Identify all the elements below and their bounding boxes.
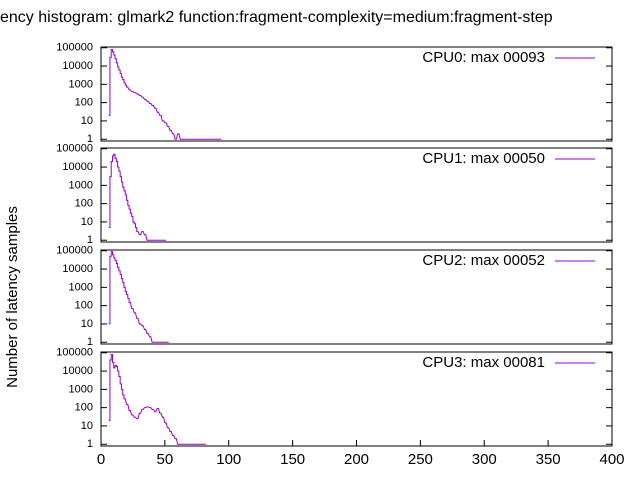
x-tick-label: 250 [408,451,433,468]
legend-label: CPU0: max 00093 [422,49,545,66]
y-tick-label: 100 [75,97,93,109]
x-tick-label: 100 [216,451,241,468]
y-tick-label: 10000 [62,365,93,377]
y-tick-label: 1 [87,336,93,348]
legend-label: CPU1: max 00050 [422,150,545,167]
y-tick-label: 100000 [56,245,93,257]
y-tick-label: 1000 [69,281,93,293]
x-tick-label: 150 [280,451,305,468]
x-tick-label: 200 [344,451,369,468]
plot-frame [100,46,613,142]
x-tick-label: 350 [536,451,561,468]
y-tick-label: 1000 [69,78,93,90]
x-tick-label: 50 [157,451,174,468]
chart-title: ency histogram: glmark2 function:fragmen… [0,9,553,26]
y-tick-label: 10 [81,216,93,228]
y-tick-label: 100 [75,198,93,210]
y-tick-label: 10 [81,318,93,330]
y-tick-label: 100000 [56,143,93,155]
y-tick-label: 100 [75,300,93,312]
y-tick-label: 1 [87,438,93,450]
histogram-line [108,251,169,343]
legend-label: CPU2: max 00052 [422,252,545,269]
y-tick-label: 100000 [56,42,93,54]
histogram-line [108,49,222,140]
y-tick-label: 1000 [69,179,93,191]
legend-label: CPU3: max 00081 [422,354,545,371]
y-tick-label: 1 [87,234,93,246]
plot-frame [100,249,613,345]
y-tick-label: 100 [75,402,93,414]
x-tick-label: 0 [97,451,105,468]
plot-frame [100,147,613,243]
histogram-line [108,354,206,445]
y-axis-label: Number of latency samples [4,206,21,388]
y-tick-label: 100000 [56,347,93,359]
y-tick-label: 10 [81,420,93,432]
y-tick-label: 10000 [62,161,93,173]
y-tick-label: 10000 [62,60,93,72]
y-tick-label: 10 [81,115,93,127]
histogram-line [108,153,167,241]
y-tick-label: 10000 [62,263,93,275]
y-tick-label: 1000 [69,383,93,395]
x-tick-label: 300 [472,451,497,468]
x-tick-label: 400 [599,451,624,468]
y-tick-label: 1 [87,133,93,145]
